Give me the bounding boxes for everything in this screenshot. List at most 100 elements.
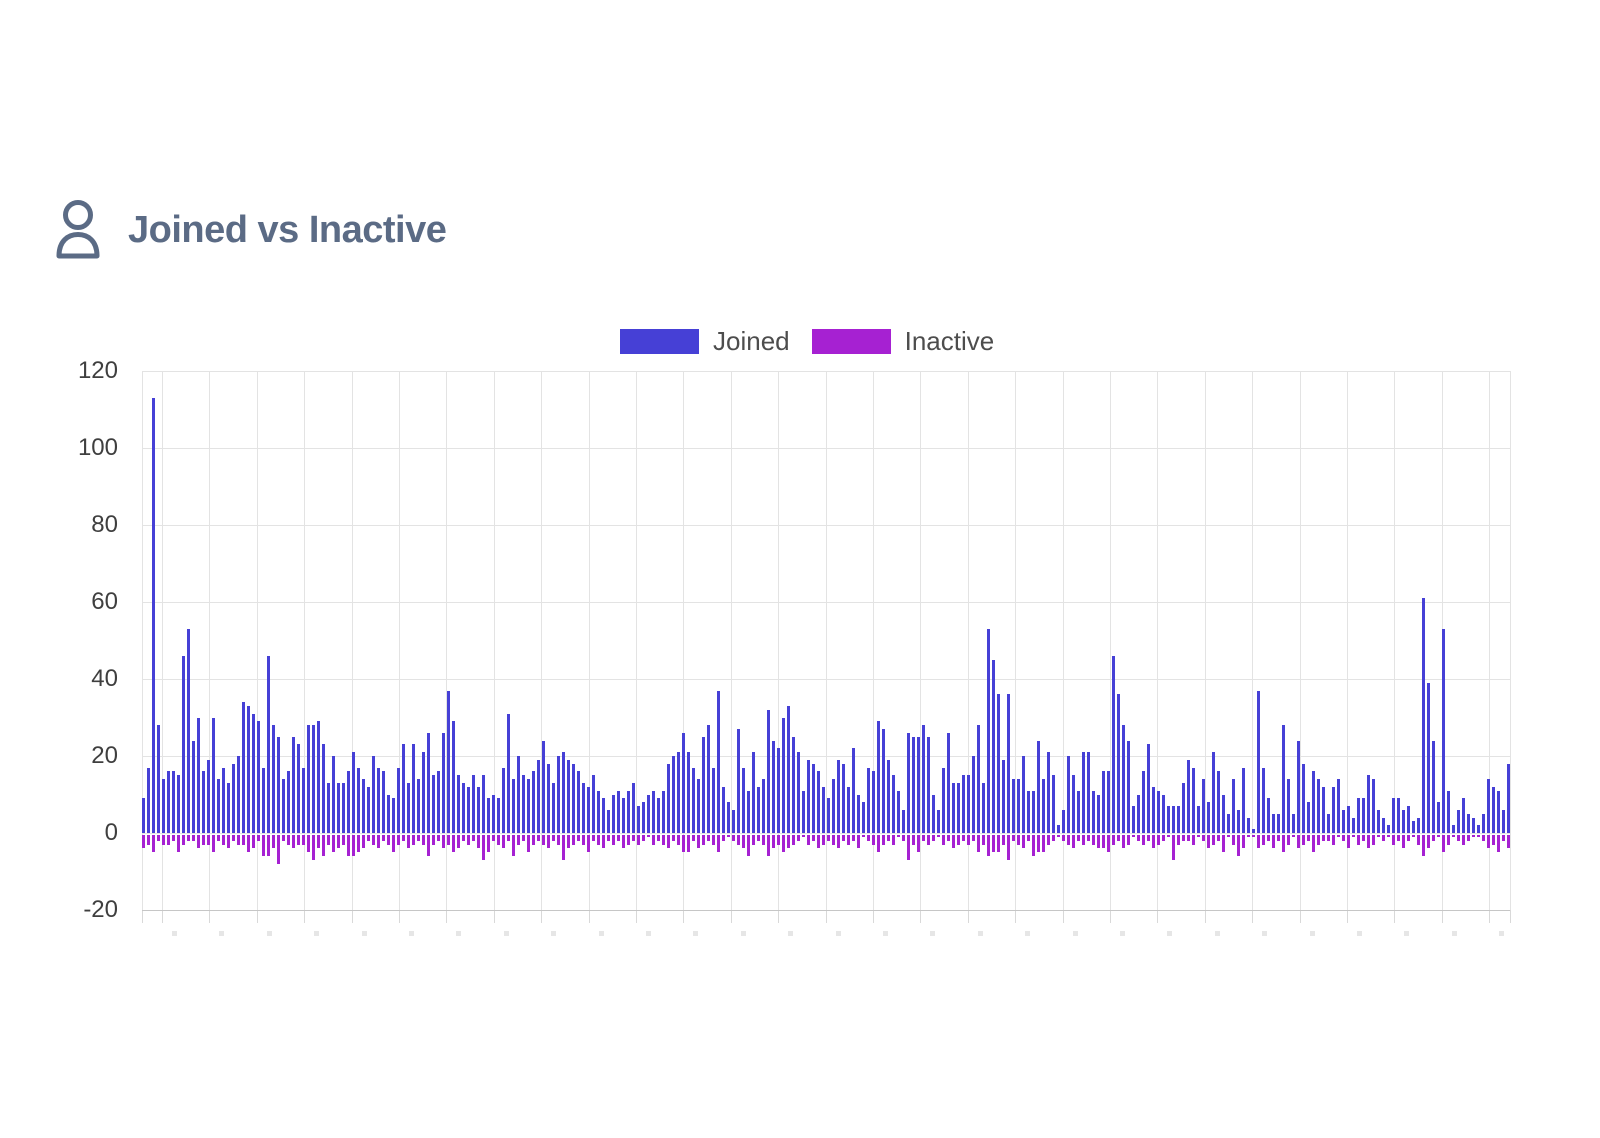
legend-item-joined[interactable]: Joined — [620, 326, 790, 357]
x-axis-tick — [873, 910, 874, 923]
bar-joined — [1242, 767, 1245, 833]
bar-inactive — [392, 835, 395, 853]
bar-joined — [552, 782, 555, 833]
bar-joined — [562, 752, 565, 833]
bar-inactive — [242, 835, 245, 845]
bar-inactive — [307, 835, 310, 853]
bar-inactive — [1197, 835, 1200, 837]
bar-joined — [382, 771, 385, 833]
bar-joined — [747, 790, 750, 833]
bar-joined — [202, 771, 205, 833]
bar-inactive — [512, 835, 515, 857]
bar-joined — [227, 782, 230, 833]
bar-inactive — [347, 835, 350, 857]
bar-joined — [937, 809, 940, 833]
bar-inactive — [932, 835, 935, 841]
x-axis-tick — [825, 910, 827, 923]
bar-joined — [142, 798, 145, 833]
bar-inactive — [577, 835, 580, 841]
x-label-clipped-stub — [1214, 931, 1220, 936]
bar-inactive — [1237, 835, 1240, 857]
bar-inactive — [892, 835, 895, 845]
bar-joined — [437, 771, 440, 833]
bar-inactive — [1142, 835, 1145, 845]
x-label-clipped-stub — [1167, 931, 1173, 936]
bar-inactive — [947, 835, 950, 841]
bar-joined — [337, 782, 340, 833]
bar-inactive — [297, 835, 300, 845]
bar-inactive — [597, 835, 600, 845]
bar-joined — [477, 786, 480, 833]
bar-joined — [332, 756, 335, 833]
bar-inactive — [882, 835, 885, 845]
bar-inactive — [697, 835, 700, 849]
bar-inactive — [327, 835, 330, 845]
bar-joined — [1062, 809, 1065, 833]
bar-joined — [1407, 806, 1410, 833]
bar-inactive — [922, 835, 925, 841]
bar-joined — [1022, 756, 1025, 833]
bar-joined — [472, 775, 475, 833]
x-label-clipped-stub — [314, 931, 320, 936]
bar-joined — [1112, 655, 1115, 833]
legend-item-inactive[interactable]: Inactive — [811, 326, 994, 357]
bar-joined — [1472, 817, 1475, 833]
bar-joined — [282, 779, 285, 833]
bar-joined — [302, 767, 305, 833]
bar-inactive — [217, 835, 220, 841]
bar-joined — [907, 732, 910, 833]
bar-joined — [1297, 740, 1300, 833]
bar-inactive — [232, 835, 235, 841]
bar-inactive — [497, 835, 500, 845]
bar-joined — [1182, 782, 1185, 833]
chart-legend: Joined Inactive — [620, 326, 994, 357]
bar-inactive — [227, 835, 230, 849]
bar-inactive — [782, 835, 785, 853]
bar-joined — [307, 725, 310, 833]
x-axis-tick — [967, 910, 969, 923]
bar-inactive — [1477, 835, 1480, 837]
bar-inactive — [282, 835, 285, 841]
bar-joined — [1157, 790, 1160, 833]
bar-inactive — [442, 835, 445, 849]
x-label-clipped-stub — [646, 931, 651, 936]
bar-inactive — [997, 835, 1000, 853]
bar-inactive — [422, 835, 425, 845]
bar-inactive — [612, 835, 615, 845]
bar-inactive — [862, 835, 865, 837]
bar-joined — [772, 740, 775, 833]
bar-inactive — [1222, 835, 1225, 853]
bar-joined — [1152, 786, 1155, 833]
horizontal-gridline — [141, 448, 1510, 449]
bar-inactive — [567, 835, 570, 849]
bar-joined — [257, 721, 260, 833]
bar-joined — [192, 740, 195, 833]
bar-joined — [487, 798, 490, 833]
bar-joined — [947, 732, 950, 833]
bar-joined — [1332, 786, 1335, 833]
bar-inactive — [1247, 835, 1250, 837]
bar-joined — [732, 809, 735, 833]
bar-inactive — [707, 835, 710, 841]
bar-inactive — [1037, 835, 1040, 853]
bar-inactive — [1502, 835, 1505, 841]
bar-inactive — [1212, 835, 1215, 845]
bar-joined — [452, 721, 455, 833]
bar-joined — [817, 771, 820, 833]
bar-inactive — [532, 835, 535, 845]
bar-inactive — [407, 835, 410, 849]
bar-inactive — [957, 835, 960, 845]
bar-joined — [1387, 825, 1390, 833]
inactive-swatch — [811, 329, 891, 354]
x-axis-tick — [399, 910, 400, 923]
bar-joined — [1417, 817, 1420, 833]
bar-inactive — [857, 835, 860, 849]
bar-inactive — [827, 835, 830, 841]
bar-joined — [197, 717, 200, 833]
y-axis-label: 100 — [77, 434, 118, 461]
vertical-gridline — [778, 371, 780, 910]
bar-inactive — [1362, 835, 1365, 841]
bar-inactive — [322, 835, 325, 857]
bar-inactive — [772, 835, 775, 849]
bar-joined — [1172, 806, 1175, 833]
